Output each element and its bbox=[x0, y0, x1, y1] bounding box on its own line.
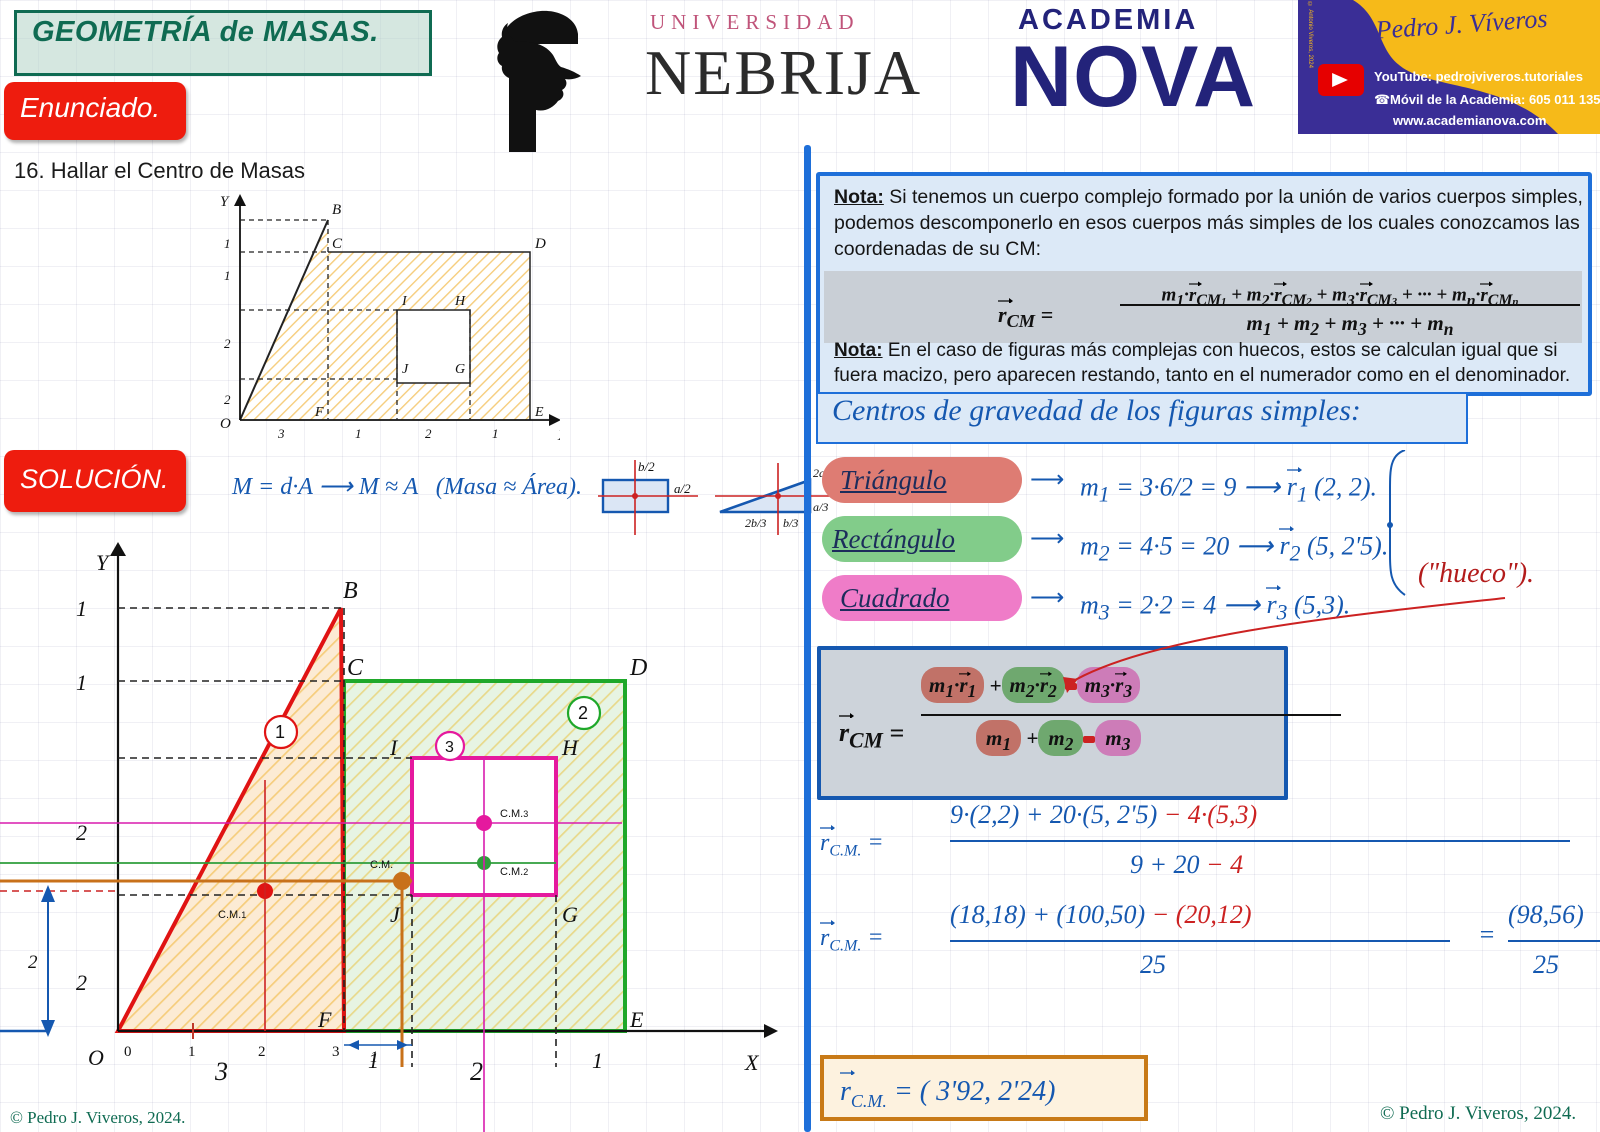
svg-text:J: J bbox=[402, 362, 409, 377]
svg-text:E: E bbox=[534, 405, 544, 420]
svg-text:2: 2 bbox=[224, 336, 231, 351]
svg-text:2: 2 bbox=[224, 392, 231, 407]
svg-text:E: E bbox=[629, 1007, 644, 1032]
svg-text:Y: Y bbox=[96, 550, 111, 575]
svg-text:1: 1 bbox=[188, 1044, 196, 1060]
svg-text:C.M.2: C.M.2 bbox=[500, 866, 528, 878]
svg-text:2: 2 bbox=[76, 820, 87, 845]
svg-text:Y: Y bbox=[220, 194, 230, 210]
svg-text:1: 1 bbox=[492, 426, 499, 441]
svg-text:a/3: a/3 bbox=[813, 500, 828, 514]
svg-text:2: 2 bbox=[425, 426, 432, 441]
svg-text:X: X bbox=[744, 1050, 760, 1075]
svg-text:D: D bbox=[534, 236, 546, 252]
svg-text:C: C bbox=[332, 236, 343, 252]
svg-text:1: 1 bbox=[368, 1048, 379, 1073]
svg-text:1: 1 bbox=[224, 236, 231, 251]
svg-text:1: 1 bbox=[76, 596, 87, 621]
svg-text:3: 3 bbox=[445, 739, 454, 756]
svg-text:2: 2 bbox=[578, 703, 588, 723]
svg-text:C.M.: C.M. bbox=[370, 859, 393, 871]
svg-text:2: 2 bbox=[76, 970, 87, 995]
svg-text:2b/3: 2b/3 bbox=[745, 516, 766, 530]
svg-text:2: 2 bbox=[470, 1057, 483, 1086]
svg-text:0: 0 bbox=[124, 1044, 132, 1060]
svg-text:O: O bbox=[88, 1045, 104, 1070]
svg-text:H: H bbox=[454, 294, 466, 309]
svg-text:D: D bbox=[629, 655, 647, 681]
svg-text:1: 1 bbox=[76, 670, 87, 695]
svg-text:X: X bbox=[557, 428, 560, 444]
svg-text:2: 2 bbox=[258, 1044, 266, 1060]
svg-text:2: 2 bbox=[28, 952, 38, 973]
svg-text:C.M.3: C.M.3 bbox=[500, 808, 528, 820]
svg-text:1: 1 bbox=[275, 722, 285, 742]
svg-text:G: G bbox=[562, 902, 578, 927]
svg-text:F: F bbox=[314, 405, 324, 420]
svg-text:C: C bbox=[347, 655, 364, 681]
svg-text:B: B bbox=[332, 202, 341, 218]
svg-text:B: B bbox=[343, 578, 358, 604]
svg-text:O: O bbox=[220, 416, 231, 432]
svg-text:H: H bbox=[561, 735, 579, 760]
svg-text:1: 1 bbox=[592, 1048, 603, 1073]
svg-text:3: 3 bbox=[277, 426, 285, 441]
svg-text:a/2: a/2 bbox=[674, 481, 691, 496]
svg-text:b/2: b/2 bbox=[638, 459, 655, 474]
svg-text:1: 1 bbox=[355, 426, 362, 441]
svg-text:3: 3 bbox=[332, 1044, 340, 1060]
svg-text:F: F bbox=[317, 1007, 332, 1032]
svg-text:1: 1 bbox=[224, 268, 231, 283]
svg-text:J: J bbox=[390, 902, 401, 927]
svg-text:b/3: b/3 bbox=[783, 516, 798, 530]
svg-text:C.M.1: C.M.1 bbox=[218, 909, 246, 921]
svg-text:G: G bbox=[455, 362, 465, 377]
svg-text:3: 3 bbox=[214, 1057, 228, 1086]
